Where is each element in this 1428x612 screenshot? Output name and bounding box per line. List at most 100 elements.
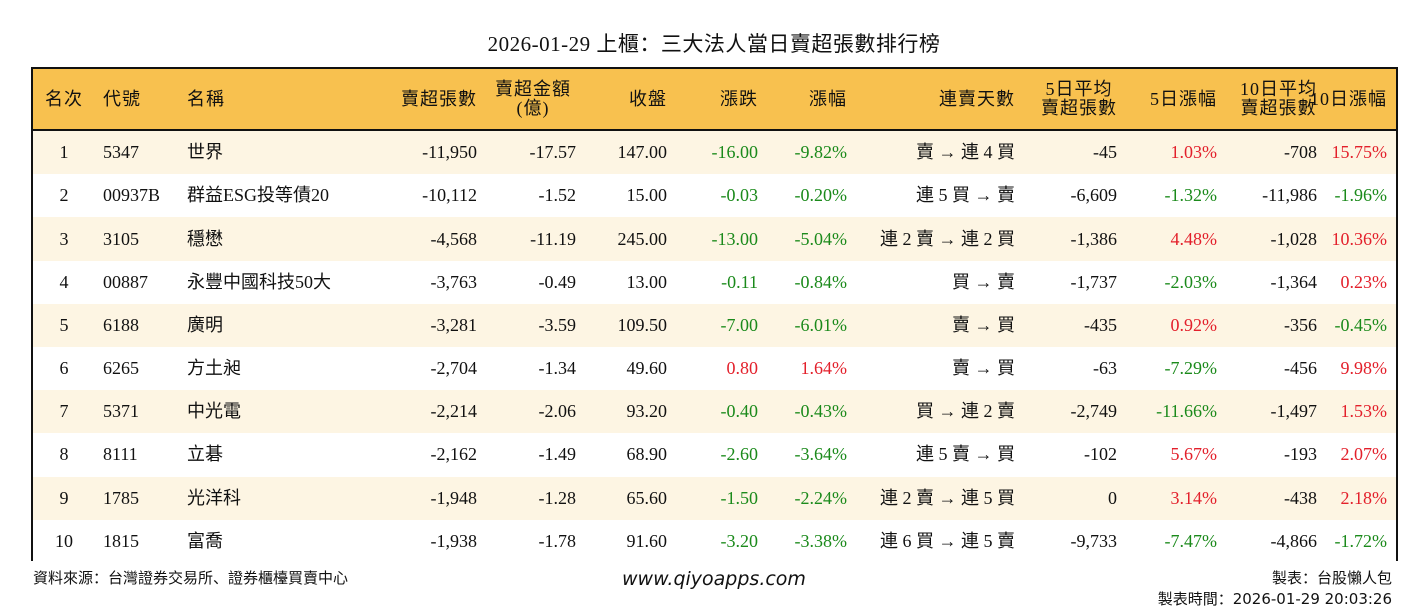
cell-change-5d: -1.32% xyxy=(1164,185,1218,206)
cell-code: 5347 xyxy=(103,142,139,163)
cell-change-10d: 10.36% xyxy=(1331,228,1388,249)
table-row: 3 3105 穩懋 -4,568 -11.19 245.00 -13.00 -5.04% 連 2… xyxy=(33,217,1396,261)
cell-change-pct: -9.82% xyxy=(794,142,848,163)
cell-net-sell-volume: -10,112 xyxy=(422,185,477,206)
cell-code: 00937B xyxy=(103,185,161,206)
cell-code: 1785 xyxy=(103,487,139,508)
cell-change-pct: -2.24% xyxy=(794,487,848,508)
cell-net-sell-volume: -4,568 xyxy=(430,228,478,249)
cell-change: -1.50 xyxy=(720,487,759,508)
cell-avg10-net-sell: -1,364 xyxy=(1270,271,1318,292)
cell-net-sell-volume: -2,704 xyxy=(430,358,478,379)
header-close: 收盤 xyxy=(629,88,667,109)
cell-avg5-net-sell: -63 xyxy=(1093,358,1117,379)
cell-avg10-net-sell: -708 xyxy=(1284,142,1317,163)
cell-code: 8111 xyxy=(103,444,138,465)
cell-change-10d: 0.23% xyxy=(1340,271,1388,292)
cell-avg10-net-sell: -438 xyxy=(1284,487,1317,508)
table-row: 2 00937B 群益ESG投等債20 -10,112 -1.52 15.00 -0.03 -… xyxy=(33,174,1396,218)
cell-name: 群益ESG投等債20 xyxy=(187,185,330,206)
cell-net-sell-volume: -2,162 xyxy=(430,444,478,465)
cell-net-sell-amount: -1.49 xyxy=(538,444,577,465)
cell-close: 93.20 xyxy=(626,401,668,422)
cell-avg5-net-sell: -102 xyxy=(1084,444,1117,465)
cell-avg5-net-sell: -1,737 xyxy=(1070,271,1118,292)
cell-change-5d: -11.66% xyxy=(1156,401,1217,422)
cell-change-5d: -7.47% xyxy=(1164,530,1218,551)
cell-change-pct: -0.84% xyxy=(794,271,848,292)
cell-rank: 10 xyxy=(55,530,73,551)
cell-rank: 9 xyxy=(59,487,69,508)
cell-change: -0.03 xyxy=(720,185,759,206)
cell-close: 91.60 xyxy=(626,530,668,551)
cell-net-sell-amount: -1.52 xyxy=(538,185,577,206)
cell-streak: 買 → 連 2 賣 xyxy=(916,401,1015,422)
cell-rank: 7 xyxy=(59,401,69,422)
cell-rank: 8 xyxy=(59,444,69,465)
cell-net-sell-amount: -11.19 xyxy=(530,228,576,249)
cell-change-10d: 2.18% xyxy=(1340,487,1388,508)
cell-change-10d: -1.72% xyxy=(1334,530,1388,551)
cell-name: 永豐中國科技50大 xyxy=(187,271,331,292)
generated-time: 製表時間：2026-01-29 20:03:26 xyxy=(1157,590,1392,608)
cell-avg5-net-sell: -45 xyxy=(1093,142,1117,163)
cell-avg5-net-sell: -9,733 xyxy=(1070,530,1118,551)
cell-change-10d: 15.75% xyxy=(1331,142,1388,163)
cell-net-sell-volume: -1,948 xyxy=(430,487,478,508)
cell-streak: 連 6 買 → 連 5 賣 xyxy=(880,530,1015,551)
cell-rank: 4 xyxy=(59,271,69,292)
cell-rank: 5 xyxy=(59,314,69,335)
header-net-sell-volume: 賣超張數 xyxy=(401,88,477,109)
cell-change: -0.40 xyxy=(720,401,759,422)
cell-avg10-net-sell: -1,028 xyxy=(1270,228,1318,249)
cell-streak: 賣 → 連 4 買 xyxy=(916,142,1015,163)
cell-net-sell-amount: -3.59 xyxy=(538,314,577,335)
header-rank: 名次 xyxy=(45,88,83,109)
cell-close: 147.00 xyxy=(617,142,668,163)
cell-avg10-net-sell: -356 xyxy=(1284,314,1317,335)
cell-net-sell-amount: -17.57 xyxy=(529,142,577,163)
cell-net-sell-volume: -2,214 xyxy=(430,401,478,422)
cell-net-sell-amount: -1.78 xyxy=(538,530,577,551)
cell-rank: 6 xyxy=(59,358,69,379)
cell-code: 5371 xyxy=(103,401,139,422)
cell-change-pct: -3.38% xyxy=(794,530,848,551)
header-change-pct: 漲幅 xyxy=(809,88,847,109)
cell-avg5-net-sell: -1,386 xyxy=(1070,228,1118,249)
header-name: 名稱 xyxy=(187,88,225,109)
cell-name: 世界 xyxy=(187,142,223,163)
cell-code: 3105 xyxy=(103,228,139,249)
cell-avg10-net-sell: -193 xyxy=(1284,444,1317,465)
cell-name: 立碁 xyxy=(187,444,223,465)
cell-change: -16.00 xyxy=(711,142,759,163)
cell-code: 00887 xyxy=(103,271,148,292)
cell-name: 光洋科 xyxy=(187,487,241,508)
cell-streak: 連 5 賣 → 買 xyxy=(916,444,1015,465)
header-net-sell-amount: 賣超金額 (億) xyxy=(495,79,571,118)
cell-change-pct: -6.01% xyxy=(794,314,848,335)
website-link[interactable]: www.qiyoapps.com xyxy=(622,568,806,590)
cell-change-5d: 3.14% xyxy=(1170,487,1218,508)
table-row: 8 8111 立碁 -2,162 -1.49 68.90 -2.60 -3.64% 連 5 賣 … xyxy=(33,433,1396,477)
cell-net-sell-volume: -1,938 xyxy=(430,530,478,551)
cell-net-sell-amount: -0.49 xyxy=(538,271,577,292)
cell-change-10d: 9.98% xyxy=(1340,358,1388,379)
cell-net-sell-volume: -3,763 xyxy=(430,271,478,292)
cell-change: -13.00 xyxy=(711,228,759,249)
cell-streak: 賣 → 買 xyxy=(952,358,1015,379)
header-avg10-net-sell: 10日平均 賣超張數 xyxy=(1240,79,1317,118)
cell-net-sell-amount: -1.28 xyxy=(538,487,577,508)
header-streak: 連賣天數 xyxy=(939,88,1015,109)
cell-close: 15.00 xyxy=(626,185,668,206)
cell-streak: 賣 → 買 xyxy=(952,314,1015,335)
cell-change: 0.80 xyxy=(726,358,759,379)
cell-change-5d: 4.48% xyxy=(1170,228,1218,249)
cell-avg5-net-sell: -435 xyxy=(1084,314,1117,335)
cell-code: 6265 xyxy=(103,358,139,379)
cell-avg5-net-sell: -6,609 xyxy=(1070,185,1118,206)
data-source: 資料來源：台灣證券交易所、證券櫃檯買賣中心 xyxy=(33,569,349,587)
cell-change-10d: 1.53% xyxy=(1340,401,1388,422)
cell-code: 1815 xyxy=(103,530,139,551)
cell-avg10-net-sell: -4,866 xyxy=(1270,530,1318,551)
table-row: 10 1815 富喬 -1,938 -1.78 91.60 -3.20 -3.38% 連 6 買… xyxy=(33,519,1396,563)
